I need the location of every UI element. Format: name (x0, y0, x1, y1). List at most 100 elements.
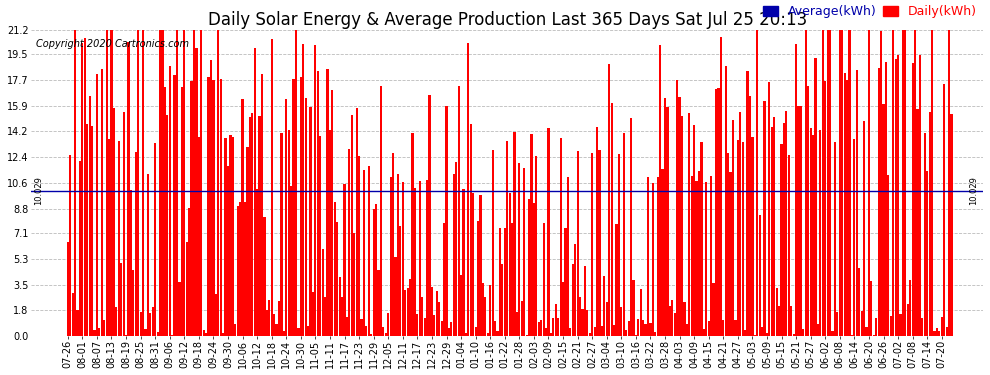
Bar (190, 81, 193, 336)
Bar (344, 184, 346, 336)
Bar (681, 116, 683, 336)
Bar (775, 288, 778, 336)
Bar (870, 281, 872, 336)
Bar (673, 313, 676, 336)
Bar (885, 62, 887, 336)
Bar (543, 223, 545, 336)
Bar (339, 277, 341, 336)
Bar (756, 30, 758, 336)
Bar (917, 110, 919, 336)
Bar (892, 30, 894, 336)
Bar (919, 56, 921, 336)
Bar (661, 169, 663, 336)
Bar (683, 302, 685, 336)
Bar (511, 223, 513, 336)
Bar (256, 189, 258, 336)
Bar (696, 181, 698, 336)
Bar (494, 321, 496, 336)
Bar (147, 174, 148, 336)
Bar (611, 103, 613, 336)
Bar (358, 156, 360, 336)
Bar (761, 327, 763, 336)
Bar (504, 228, 506, 336)
Bar (137, 30, 140, 336)
Bar (646, 177, 649, 336)
Bar (239, 202, 242, 336)
Bar (514, 132, 516, 336)
Bar (390, 177, 392, 336)
Bar (455, 162, 457, 336)
Bar (474, 327, 477, 336)
Bar (195, 48, 198, 336)
Bar (805, 30, 807, 336)
Bar (533, 203, 535, 336)
Bar (439, 302, 441, 336)
Bar (227, 166, 229, 336)
Bar (341, 297, 344, 336)
Bar (865, 327, 867, 336)
Bar (848, 30, 850, 336)
Bar (943, 84, 945, 336)
Bar (446, 106, 447, 336)
Bar (904, 30, 907, 336)
Bar (163, 87, 166, 336)
Bar (305, 98, 307, 336)
Bar (242, 99, 244, 336)
Bar (434, 315, 436, 336)
Bar (477, 221, 479, 336)
Bar (713, 283, 715, 336)
Bar (133, 270, 135, 336)
Bar (798, 105, 800, 336)
Bar (79, 161, 81, 336)
Bar (579, 297, 581, 336)
Bar (365, 326, 367, 336)
Bar (402, 182, 404, 336)
Bar (487, 333, 489, 336)
Bar (810, 128, 812, 336)
Bar (156, 332, 158, 336)
Bar (939, 331, 940, 336)
Bar (115, 307, 118, 336)
Bar (424, 318, 426, 336)
Bar (327, 69, 329, 336)
Bar (370, 334, 372, 336)
Bar (108, 139, 110, 336)
Bar (412, 133, 414, 336)
Bar (86, 124, 88, 336)
Bar (375, 204, 377, 336)
Bar (722, 321, 725, 336)
Bar (140, 312, 142, 336)
Bar (69, 154, 71, 336)
Bar (460, 275, 462, 336)
Bar (496, 331, 499, 336)
Bar (855, 70, 858, 336)
Bar (735, 320, 737, 336)
Bar (868, 30, 870, 336)
Bar (178, 282, 180, 336)
Bar (314, 45, 317, 336)
Bar (890, 316, 892, 336)
Bar (771, 127, 773, 336)
Bar (142, 30, 145, 336)
Bar (669, 306, 671, 336)
Bar (91, 126, 93, 336)
Bar (654, 332, 656, 336)
Bar (783, 123, 785, 336)
Bar (275, 324, 277, 336)
Bar (569, 328, 571, 336)
Bar (506, 141, 508, 336)
Bar (924, 133, 926, 336)
Bar (778, 306, 780, 336)
Bar (732, 120, 734, 336)
Bar (382, 327, 384, 336)
Bar (820, 130, 822, 336)
Bar (664, 99, 666, 336)
Bar (285, 99, 287, 336)
Bar (625, 330, 628, 336)
Bar (873, 335, 875, 336)
Bar (853, 139, 855, 336)
Bar (703, 330, 705, 336)
Bar (900, 315, 902, 336)
Bar (863, 121, 865, 336)
Bar (499, 228, 501, 336)
